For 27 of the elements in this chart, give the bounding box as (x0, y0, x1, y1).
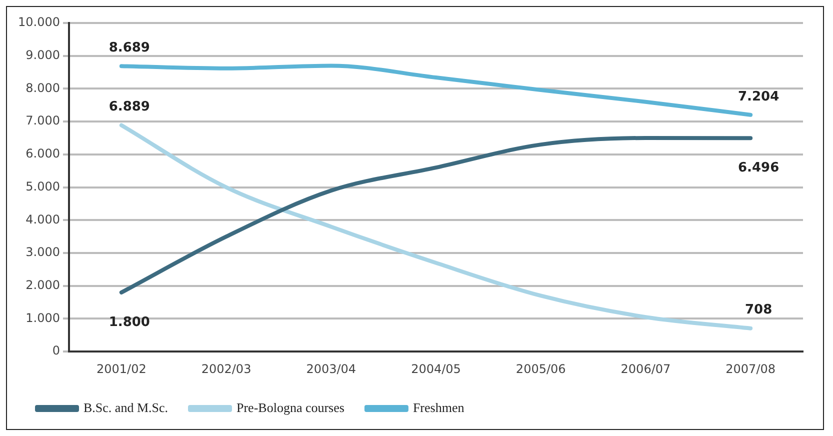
y-tick-label: 5.000 (26, 179, 60, 194)
legend-label: B.Sc. and M.Sc. (84, 400, 168, 415)
y-tick-label: 3.000 (26, 245, 60, 260)
y-tick-label: 6.000 (26, 146, 60, 161)
y-tick-label: 4.000 (26, 212, 60, 226)
legend-label: Freshmen (412, 400, 465, 415)
data-label: 7.204 (738, 89, 780, 104)
legend-label: Pre-Bologna courses (236, 400, 344, 415)
y-tick-label: 0 (52, 344, 60, 358)
y-tick-label: 1.000 (26, 310, 60, 325)
data-label: 6.496 (738, 160, 780, 176)
data-label: 8.689 (108, 40, 150, 56)
y-tick-label: 2.000 (26, 278, 60, 292)
data-label: 1.800 (108, 314, 150, 330)
data-label: 6.889 (108, 100, 150, 115)
data-label: 708 (745, 302, 772, 318)
x-tick-label: 2003/04 (306, 362, 356, 376)
x-tick-label: 2001/02 (96, 362, 146, 376)
x-tick-label: 2006/07 (620, 362, 671, 376)
y-tick-label: 10.000 (18, 15, 60, 30)
x-tick-label: 2005/06 (516, 362, 566, 376)
y-tick-label: 7.000 (26, 114, 60, 128)
y-tick-label: 8.000 (26, 80, 60, 95)
x-tick-label: 2004/05 (411, 362, 461, 376)
x-tick-label: 2002/03 (201, 362, 252, 376)
x-tick-label: 2007/08 (726, 362, 776, 376)
y-tick-label: 9.000 (26, 48, 60, 62)
